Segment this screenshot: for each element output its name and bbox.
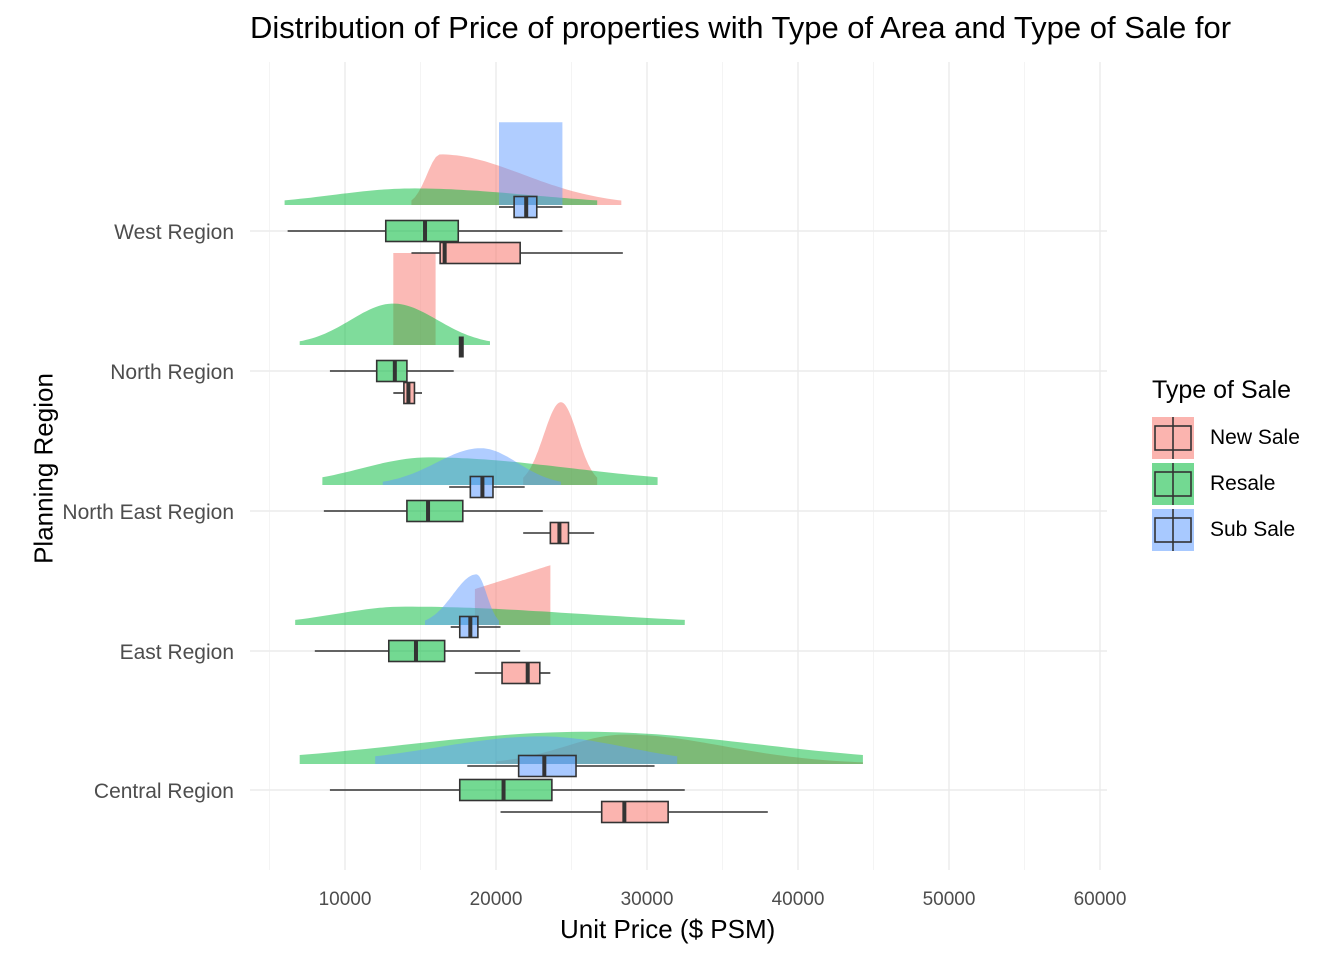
box <box>406 499 464 523</box>
legend-item-new-sale: New Sale <box>1152 415 1300 461</box>
x-tick-label: 60000 <box>1074 889 1127 910</box>
boxplot-resale <box>329 359 454 383</box>
boxplot-sub-sale <box>450 615 501 639</box>
density-resale <box>299 303 490 345</box>
x-tick-label: 30000 <box>621 889 674 910</box>
y-tick-label: West Region <box>114 221 234 244</box>
box <box>375 359 408 383</box>
legend-item-sub-sale: Sub Sale <box>1152 507 1300 553</box>
boxplot-resale <box>323 499 543 523</box>
chart-title: Distribution of Price of properties with… <box>250 10 1232 45</box>
legend: Type of Sale New Sale Resale Sub Sale <box>1152 376 1300 553</box>
legend-label: Sub Sale <box>1210 518 1296 541</box>
y-axis-tick-labels: Central Region East Region North East Regi… <box>62 221 234 803</box>
legend-title: Type of Sale <box>1152 376 1291 404</box>
density-new-sale <box>523 402 598 485</box>
box <box>384 219 460 243</box>
density-sub-sale <box>425 574 500 625</box>
boxplot-sub-sale <box>467 754 655 778</box>
box <box>501 661 541 685</box>
density-sub-sale <box>382 448 561 485</box>
boxplot-resale <box>314 639 521 663</box>
y-axis-title: Planning Region <box>28 373 59 564</box>
legend-label: Resale <box>1210 472 1276 495</box>
box <box>600 800 669 824</box>
box <box>517 754 577 778</box>
x-tick-label: 50000 <box>923 889 976 910</box>
boxplot-new-sale <box>393 381 423 405</box>
y-tick-label: North East Region <box>62 501 234 524</box>
box-plots <box>287 195 768 824</box>
boxplot-sub-sale <box>499 195 563 219</box>
legend-key <box>1152 463 1194 505</box>
boxplot-new-sale <box>411 241 623 265</box>
x-axis-tick-labels: 10000 20000 30000 40000 50000 60000 <box>319 889 1127 910</box>
x-tick-label: 40000 <box>772 889 825 910</box>
density-sub-sale <box>375 736 678 764</box>
y-tick-label: East Region <box>120 641 234 664</box>
x-tick-label: 20000 <box>470 889 523 910</box>
legend-item-resale: Resale <box>1152 461 1300 507</box>
boxplot-new-sale <box>500 800 768 824</box>
x-axis-title: Unit Price ($ PSM) <box>560 914 776 944</box>
boxplot-resale <box>329 778 685 802</box>
y-tick-label: North Region <box>110 361 234 384</box>
boxplot-new-sale <box>523 521 595 545</box>
legend-key <box>1152 417 1194 459</box>
y-tick-label: Central Region <box>94 780 234 803</box>
box <box>458 778 553 802</box>
legend-key <box>1152 509 1194 551</box>
density-clouds <box>284 122 863 764</box>
x-tick-label: 10000 <box>319 889 372 910</box>
legend-label: New Sale <box>1210 426 1300 449</box>
boxplot-resale <box>287 219 563 243</box>
boxplot-new-sale <box>474 661 551 685</box>
boxplot-sub-sale <box>449 475 525 499</box>
box <box>439 241 521 265</box>
density-sub-sale <box>499 122 563 205</box>
